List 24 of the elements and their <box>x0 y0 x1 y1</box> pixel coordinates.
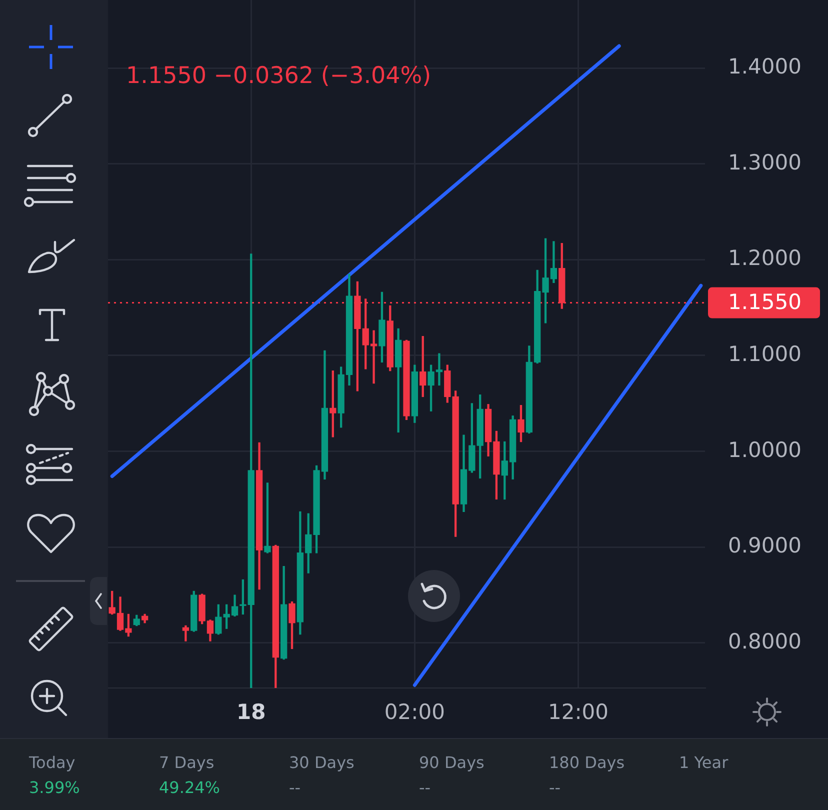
y-tick-label: 1.4000 <box>728 54 802 78</box>
x-tick-label: 02:00 <box>384 700 445 724</box>
y-tick-label: 1.1000 <box>728 342 802 366</box>
y-tick-label: 1.2000 <box>728 246 802 270</box>
text: 1.1550 −0.0362 (−3.04%) <box>126 62 432 91</box>
y-tick-label: 1.3000 <box>728 150 802 174</box>
y-tick-label: 0.9000 <box>728 534 802 558</box>
x-tick-label: 18 <box>236 700 266 724</box>
text: -- <box>549 778 561 797</box>
text: -- <box>419 778 431 797</box>
text: 30 Days <box>289 753 354 772</box>
y-tick-label: 1.0000 <box>728 438 802 462</box>
candlestick <box>182 625 190 642</box>
text: 49.24% <box>159 778 220 797</box>
y-tick-label: 0.8000 <box>728 629 802 654</box>
text: 180 Days <box>549 753 625 772</box>
text: 1 Year <box>679 753 728 772</box>
ref-line-label: 1.1550 <box>728 290 802 314</box>
text: -- <box>289 778 301 797</box>
text: Today <box>29 753 76 772</box>
text: 3.99% <box>29 778 80 797</box>
x-tick-label: 12:00 <box>548 700 609 724</box>
text: 7 Days <box>159 753 214 772</box>
text: 90 Days <box>419 753 484 772</box>
